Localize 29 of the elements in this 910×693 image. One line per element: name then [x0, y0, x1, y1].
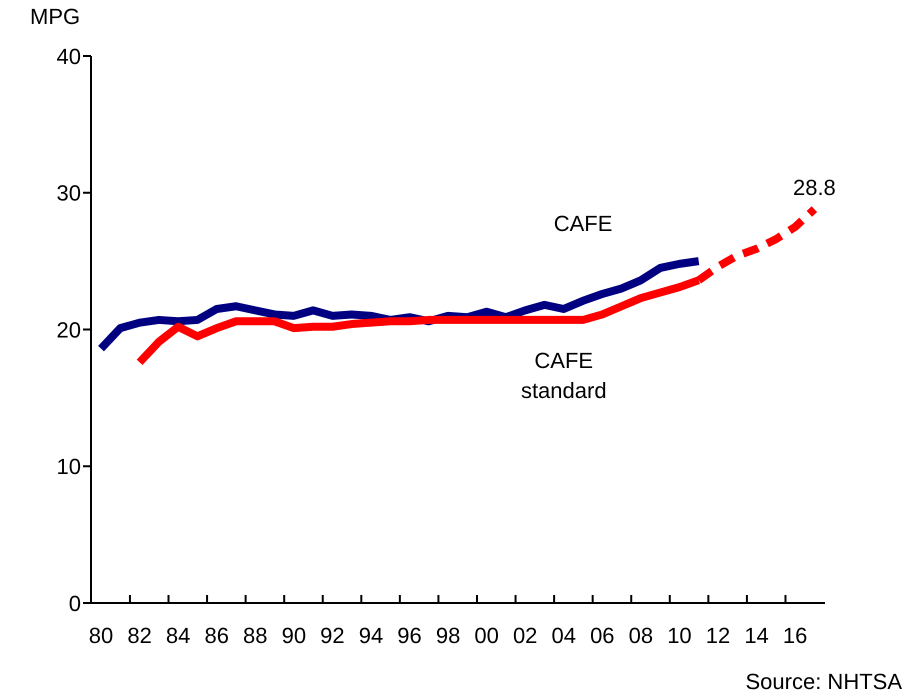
y-tick-label: 40 [56, 44, 81, 69]
x-tick-label: 82 [127, 623, 152, 648]
x-tick-label: 90 [282, 623, 306, 648]
source-note: Source: NHTSA [746, 669, 902, 693]
y-tick-label: 30 [56, 180, 81, 206]
y-tick-label: 20 [56, 317, 81, 342]
x-tick-label: 16 [782, 623, 808, 648]
x-tick-label: 14 [744, 623, 769, 648]
x-tick-label: 84 [166, 623, 190, 648]
text: CAFE [554, 210, 612, 236]
x-tick-label: 80 [88, 623, 114, 648]
x-tick-label: 92 [320, 623, 345, 648]
y-axis-title: MPG [30, 4, 80, 30]
x-tick-label: 04 [552, 623, 576, 648]
x-tick-label: 00 [474, 623, 499, 648]
y-tick-label: 10 [56, 454, 81, 480]
x-tick-label: 88 [243, 623, 268, 648]
x-tick-label: 08 [628, 623, 654, 648]
series-label: CAFE standard [520, 348, 607, 403]
x-tick-label: 06 [590, 623, 615, 648]
x-tick-label: 94 [358, 623, 384, 648]
x-tick-label: 12 [706, 623, 730, 648]
annotation: 28.8 [792, 175, 836, 200]
x-tick-label: 98 [436, 623, 460, 648]
x-tick-label: 96 [397, 623, 422, 648]
y-tick-label: 0 [68, 590, 81, 616]
x-tick-label: 10 [667, 623, 692, 648]
x-tick-label: 86 [204, 623, 229, 648]
x-tick-label: 02 [512, 623, 538, 648]
